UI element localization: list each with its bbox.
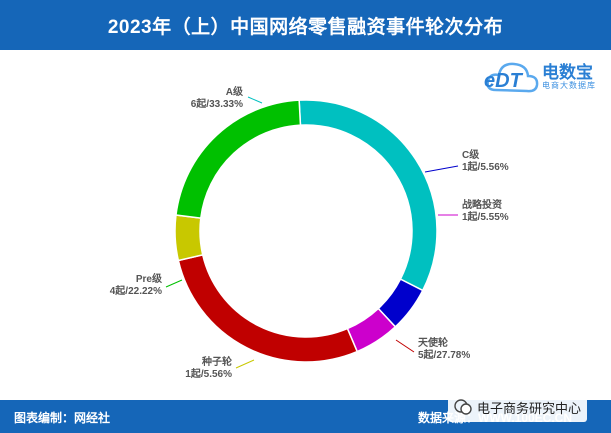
- edt-logo: eDT 电数宝 电商大数据库: [484, 56, 608, 106]
- donut-slice-5: [175, 99, 302, 219]
- chart-title: 2023年（上）中国网络零售融资事件轮次分布: [107, 16, 504, 38]
- slice-category-label-4: 种子轮: [201, 355, 232, 368]
- leader-line-3: [395, 339, 415, 353]
- watermark-text: 电子商务研究中心: [477, 400, 582, 416]
- slice-value-label-5: 4起/22.22%: [110, 284, 162, 297]
- logo-brand: 电数宝: [542, 63, 593, 82]
- donut-slice-4: [174, 214, 204, 262]
- slice-category-label-0: A级: [226, 85, 244, 98]
- slice-category-label-3: 天使轮: [418, 336, 448, 349]
- slice-category-label-1: C级: [462, 148, 480, 161]
- leader-line-1: [424, 165, 459, 173]
- slice-value-label-2: 1起/5.55%: [462, 210, 509, 223]
- logo-mark: eDT: [484, 70, 522, 92]
- donut-chart: A级6起/33.33%C级1起/5.56%战略投资1起/5.55%天使轮5起/2…: [110, 85, 509, 380]
- wechat-watermark: 电子商务研究中心: [448, 392, 588, 422]
- leader-line-4: [235, 359, 255, 369]
- footer-credit: 图表编制：网经社: [14, 411, 111, 425]
- chart-title-bar: 2023年（上）中国网络零售融资事件轮次分布: [0, 0, 611, 50]
- cloud-icon: [486, 62, 539, 93]
- leader-line-0: [247, 96, 263, 104]
- slice-value-label-4: 1起/5.56%: [185, 367, 232, 380]
- slice-category-label-5: Pre级: [136, 272, 163, 285]
- donut-slice-0: [298, 99, 438, 292]
- slice-value-label-3: 5起/27.78%: [418, 348, 470, 361]
- wechat-icon: [454, 399, 472, 415]
- leader-line-5: [165, 279, 183, 288]
- slice-value-label-0: 6起/33.33%: [191, 97, 243, 110]
- donut-slice-3: [177, 253, 359, 363]
- logo-subtitle: 电商大数据库: [542, 81, 596, 90]
- slice-category-label-2: 战略投资: [462, 198, 502, 211]
- slice-value-label-1: 1起/5.56%: [462, 160, 509, 173]
